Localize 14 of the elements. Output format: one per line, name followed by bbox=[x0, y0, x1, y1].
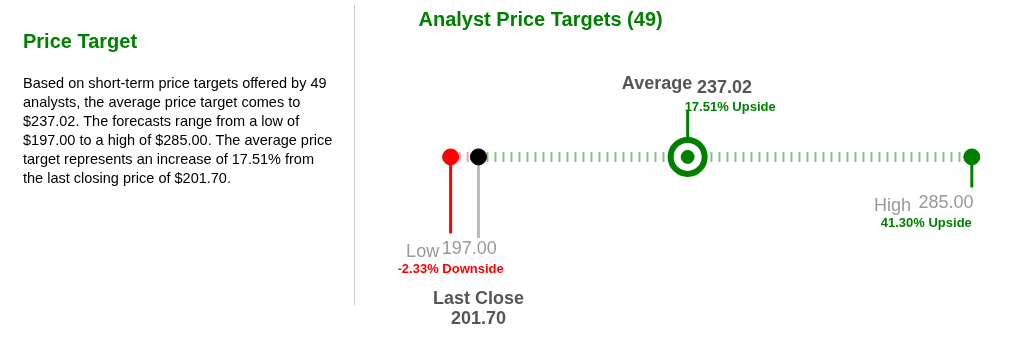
category-label: Average bbox=[621, 72, 693, 93]
text: Based on short-term price targets offered by 49 analysts, the average price target comes to $237.02. The forecasts range from a low of $197.00 to a high of $285.00. The average price target represents an increase of 17.51% from the last closing price of $201.70. bbox=[23, 73, 334, 188]
text: Price Target bbox=[23, 29, 139, 54]
data-label: 285.00 bbox=[918, 192, 974, 213]
data-label: 197.00 bbox=[441, 238, 497, 259]
data-label: 201.70 bbox=[450, 308, 506, 329]
category-label: Low bbox=[406, 241, 441, 262]
text: 17.51% Upside bbox=[684, 99, 776, 115]
category-label: High bbox=[873, 195, 911, 216]
category-label: Last Close bbox=[432, 288, 524, 309]
text: -2.33% Downside bbox=[397, 260, 504, 276]
text: 41.30% Upside bbox=[880, 215, 972, 231]
data-label: 237.02 bbox=[697, 76, 753, 97]
text: Analyst Price Targets (49) bbox=[418, 7, 663, 30]
